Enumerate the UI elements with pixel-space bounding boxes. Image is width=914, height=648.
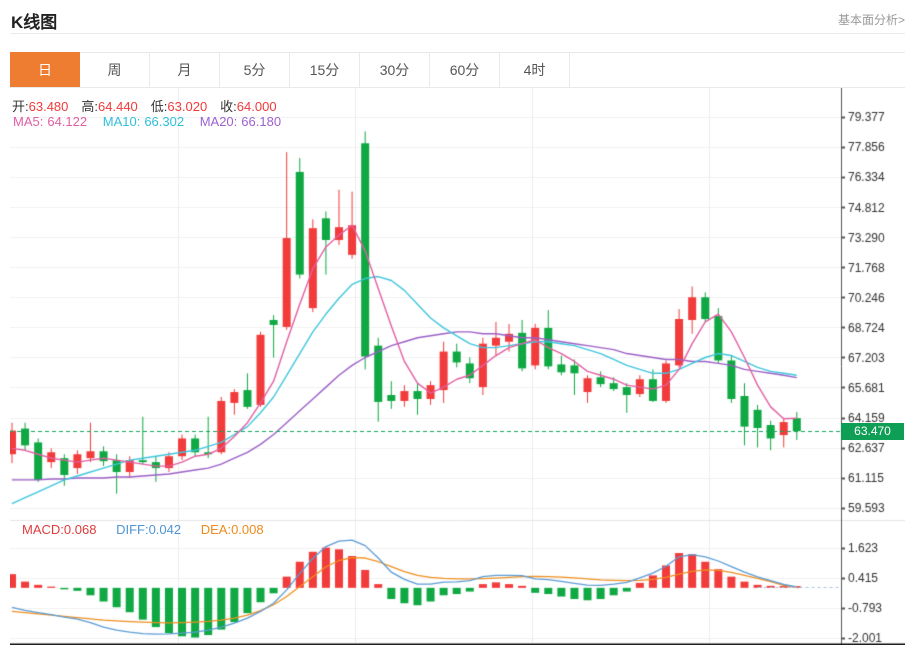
macd-value: 0.068: [63, 522, 97, 537]
ohlc-row: 开:63.480 高:64.440 低:63.020 收:64.000: [12, 96, 290, 115]
ma5-legend: MA5: 64.122: [13, 114, 87, 129]
tab-日[interactable]: 日: [10, 52, 80, 87]
close-value: 64.000: [236, 99, 277, 114]
dea-label: DEA:: [200, 522, 232, 537]
ma10-legend: MA10: 66.302: [103, 114, 184, 129]
current-price-badge: 63.470: [841, 423, 904, 440]
diff-legend: DIFF:0.042: [116, 522, 181, 537]
tab-月[interactable]: 月: [150, 52, 220, 87]
tab-4时[interactable]: 4时: [500, 52, 570, 87]
diff-label: DIFF:: [116, 522, 149, 537]
low-value: 63.020: [167, 99, 208, 114]
tabbar-filler: [570, 52, 905, 87]
tab-60分[interactable]: 60分: [430, 52, 500, 87]
high-label: 高:: [81, 99, 99, 114]
open-value: 63.480: [28, 99, 69, 114]
ma10-label: MA10:: [102, 114, 141, 129]
macd-label: MACD:: [22, 522, 64, 537]
low-label: 低:: [150, 99, 168, 114]
dea-value: 0.008: [231, 522, 264, 537]
fundamental-analysis-link[interactable]: 基本面分析>: [837, 13, 905, 27]
ma-row: MA5: 64.122 MA10: 66.302 MA20: 66.180: [13, 114, 281, 129]
page-title: K线图: [11, 13, 58, 32]
kline-chart-canvas[interactable]: [10, 88, 905, 645]
high-value: 64.440: [98, 99, 138, 114]
tab-15分[interactable]: 15分: [290, 52, 360, 87]
dea-legend: DEA:0.008: [201, 522, 264, 537]
diff-value: 0.042: [148, 522, 182, 537]
macd-header-row: MACD:0.068 DIFF:0.042 DEA:0.008: [22, 522, 264, 537]
ma5-label: MA5:: [13, 114, 44, 129]
ma20-label: MA20:: [199, 114, 238, 129]
title-separator: [10, 33, 905, 34]
tab-周[interactable]: 周: [80, 52, 150, 87]
tab-30分[interactable]: 30分: [360, 52, 430, 87]
close-label: 收:: [220, 99, 237, 114]
period-tabbar: 日周月 5分 15分 30分 60分 4时: [10, 52, 905, 88]
tab-5分[interactable]: 5分: [220, 52, 290, 87]
ma5-value: 64.122: [47, 114, 88, 129]
ma20-value: 66.180: [241, 114, 282, 129]
open-label: 开:: [12, 99, 29, 114]
ma10-value: 66.302: [144, 114, 185, 129]
ma20-legend: MA20: 66.180: [200, 114, 281, 129]
macd-legend: MACD:0.068: [22, 522, 96, 537]
